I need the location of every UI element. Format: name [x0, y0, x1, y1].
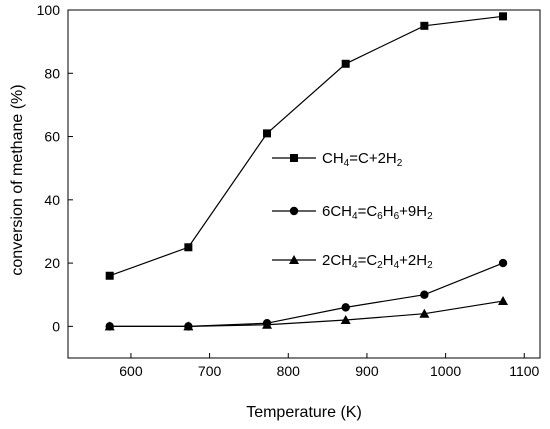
subscript: 2 [427, 260, 433, 271]
legend-label: 2CH4=C2H4+2H2 [322, 252, 433, 271]
legend-entry: CH4=C+2H2 [272, 150, 403, 169]
label-part: CH [322, 150, 344, 167]
y-tick-label: 0 [52, 318, 60, 334]
data-point [184, 243, 193, 252]
label-part: +9H [399, 203, 427, 220]
data-point [499, 12, 508, 21]
data-point [183, 321, 194, 331]
x-tick-label: 1000 [430, 363, 461, 379]
plot-frame [67, 9, 541, 359]
data-point [104, 321, 115, 331]
legend-label: CH4=C+2H2 [322, 150, 403, 169]
legend-marker [290, 154, 298, 162]
subscript: 4 [352, 211, 358, 222]
y-tick-label: 100 [37, 2, 61, 18]
legend-label: 6CH4=C6H6+9H2 [322, 203, 433, 222]
subscript: 4 [352, 260, 358, 271]
data-point [341, 303, 350, 312]
x-tick-label: 1100 [509, 363, 539, 379]
label-part: 6CH [322, 203, 352, 220]
x-tick-label: 700 [198, 363, 222, 379]
legend-entry: 6CH4=C6H6+9H2 [272, 203, 433, 222]
label-part: =C [358, 203, 378, 220]
data-point [498, 296, 509, 306]
subscript: 6 [394, 211, 400, 222]
data-point [341, 59, 350, 68]
series-circle [105, 258, 508, 331]
label-part: 2CH [322, 252, 352, 269]
label-part: =C [358, 252, 378, 269]
y-tick-label: 80 [44, 65, 60, 81]
subscript: 2 [377, 260, 383, 271]
label-part: H [383, 203, 394, 220]
series-line [109, 300, 504, 327]
label-part: H [383, 252, 394, 269]
label-part: =C+2H [349, 150, 397, 167]
series-line [109, 262, 504, 327]
subscript: 4 [344, 158, 350, 169]
data-point [420, 21, 429, 30]
data-point [262, 319, 273, 329]
data-point [263, 129, 272, 138]
subscript: 2 [397, 158, 403, 169]
series-square [105, 12, 508, 280]
y-axis-title: conversion of methane (%) [9, 84, 26, 275]
y-tick-label: 40 [44, 192, 60, 208]
legend-marker [289, 206, 299, 216]
data-point [498, 258, 508, 268]
data-point [105, 271, 114, 280]
legend-entry: 2CH4=C2H4+2H2 [272, 252, 433, 271]
x-tick-label: 800 [277, 363, 301, 379]
subscript: 6 [377, 211, 383, 222]
data-point [340, 315, 351, 325]
legend-marker [289, 255, 299, 264]
subscript: 4 [394, 260, 400, 271]
subscript: 2 [427, 211, 433, 222]
label-part: +2H [399, 252, 427, 269]
series-triangle [104, 296, 509, 331]
data-point [419, 308, 430, 318]
y-tick-label: 20 [44, 255, 60, 271]
data-point [420, 290, 429, 299]
x-axis-title: Temperature (K) [246, 404, 362, 421]
series-line [109, 15, 504, 277]
x-tick-label: 900 [355, 363, 379, 379]
x-tick-label: 600 [119, 363, 143, 379]
y-tick-label: 60 [44, 129, 60, 145]
